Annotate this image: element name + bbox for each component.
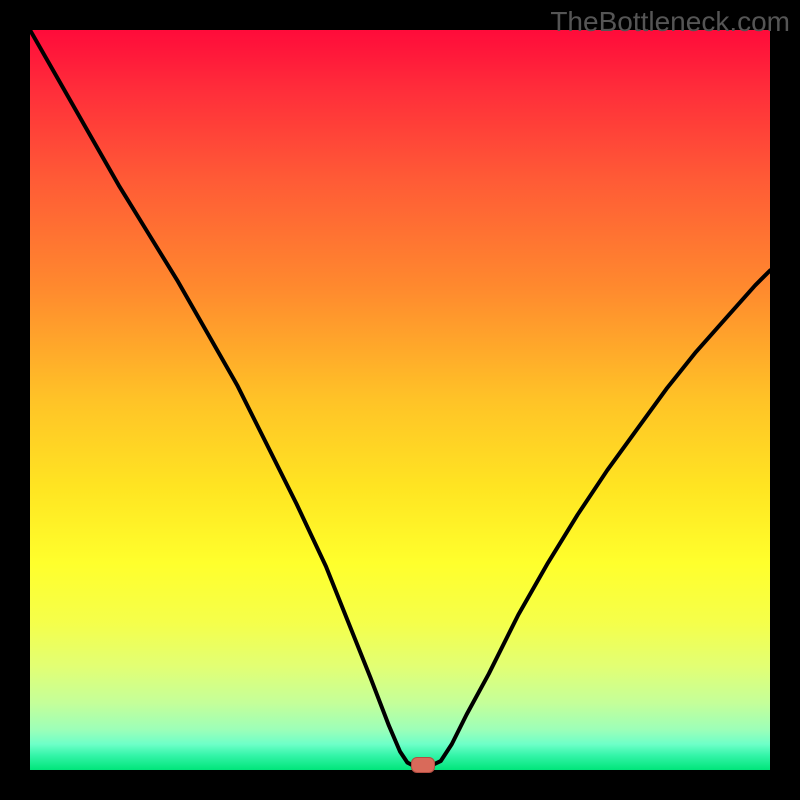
plot-area (30, 30, 770, 770)
optimum-marker (411, 757, 435, 773)
curve-path (30, 30, 770, 766)
watermark-text: TheBottleneck.com (550, 6, 790, 38)
bottleneck-curve (30, 30, 770, 770)
chart-container: TheBottleneck.com (0, 0, 800, 800)
